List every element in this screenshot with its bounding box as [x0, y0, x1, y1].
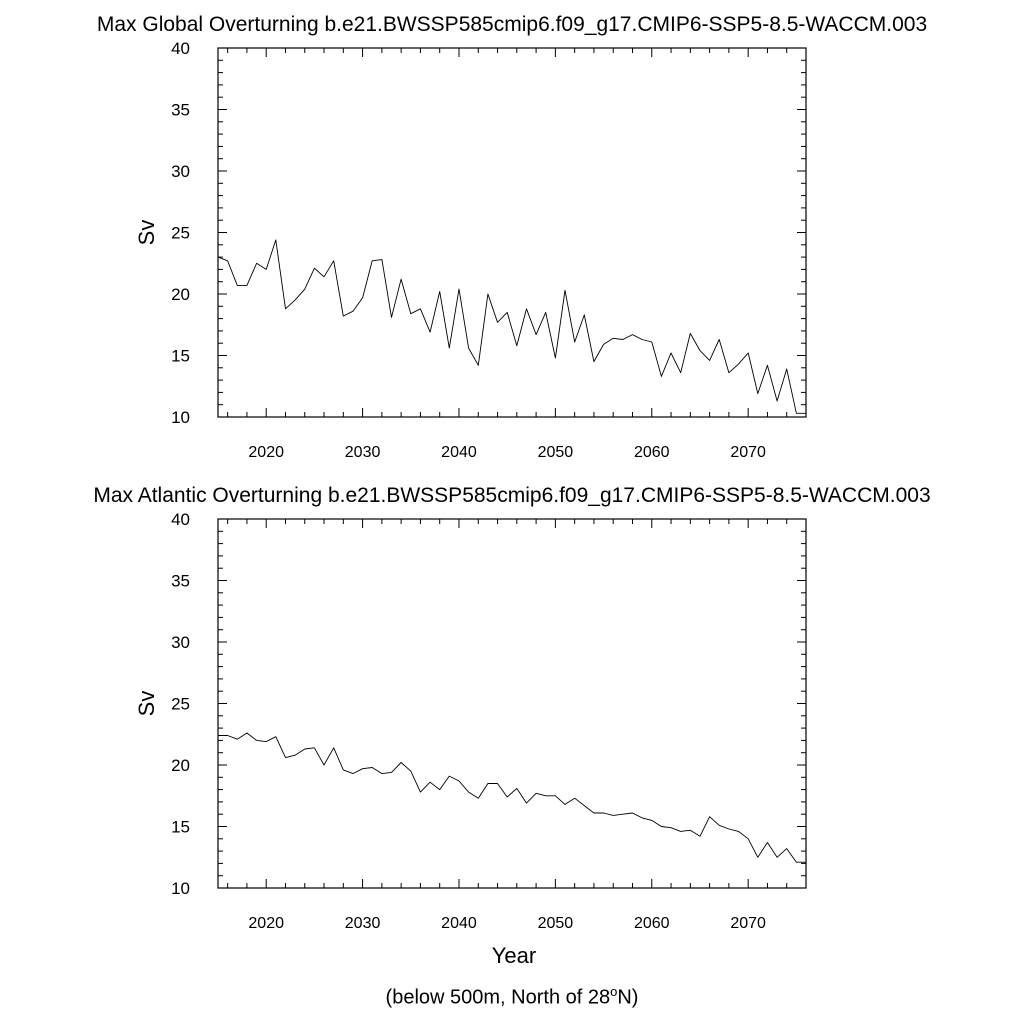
x-tick-label: 2020 [248, 444, 284, 461]
x-axis-label: Year [492, 943, 536, 968]
y-tick-label: 25 [171, 695, 190, 714]
y-tick-label: 30 [171, 162, 190, 181]
y-axis-label: Sv [134, 220, 159, 246]
y-tick-label: 35 [171, 101, 190, 120]
y-tick-label: 15 [171, 818, 190, 837]
y-tick-label: 15 [171, 347, 190, 366]
y-tick-label: 35 [171, 572, 190, 591]
y-tick-label: 25 [171, 224, 190, 243]
x-tick-label: 2030 [345, 444, 381, 461]
y-axis-label: Sv [134, 691, 159, 717]
caption-degree-sign: o [610, 984, 618, 999]
plot-frame [217, 47, 807, 418]
series-line [217, 239, 806, 414]
x-tick-label: 2070 [730, 444, 766, 461]
x-tick-label: 2050 [538, 915, 574, 932]
x-tick-label: 2040 [441, 444, 477, 461]
chart-panel-2: Max Atlantic Overturning b.e21.BWSSP585c… [93, 484, 930, 968]
y-tick-label: 30 [171, 633, 190, 652]
figure-caption: (below 500m, North of 28oN) [0, 984, 1024, 1010]
series-line [218, 732, 806, 863]
x-tick-label: 2030 [345, 915, 381, 932]
x-tick-label: 2050 [538, 444, 574, 461]
chart-panel-1: Max Global Overturning b.e21.BWSSP585cmi… [97, 13, 927, 461]
y-tick-label: 10 [171, 408, 190, 427]
x-tick-label: 2060 [634, 915, 670, 932]
x-tick-label: 2040 [441, 915, 477, 932]
x-tick-label: 2060 [634, 444, 670, 461]
caption-suffix: N) [617, 986, 639, 1009]
x-tick-label: 2070 [730, 915, 766, 932]
caption-prefix: (below 500m, North of 28 [385, 986, 611, 1009]
x-tick-label: 2020 [248, 915, 284, 932]
y-tick-label: 20 [171, 756, 190, 775]
y-tick-label: 10 [171, 879, 190, 898]
chart-title: Max Atlantic Overturning b.e21.BWSSP585c… [93, 484, 930, 507]
plot-frame [217, 518, 807, 889]
chart-title: Max Global Overturning b.e21.BWSSP585cmi… [97, 13, 927, 36]
y-tick-label: 40 [171, 510, 190, 529]
y-tick-label: 40 [171, 39, 190, 58]
y-tick-label: 20 [171, 285, 190, 304]
